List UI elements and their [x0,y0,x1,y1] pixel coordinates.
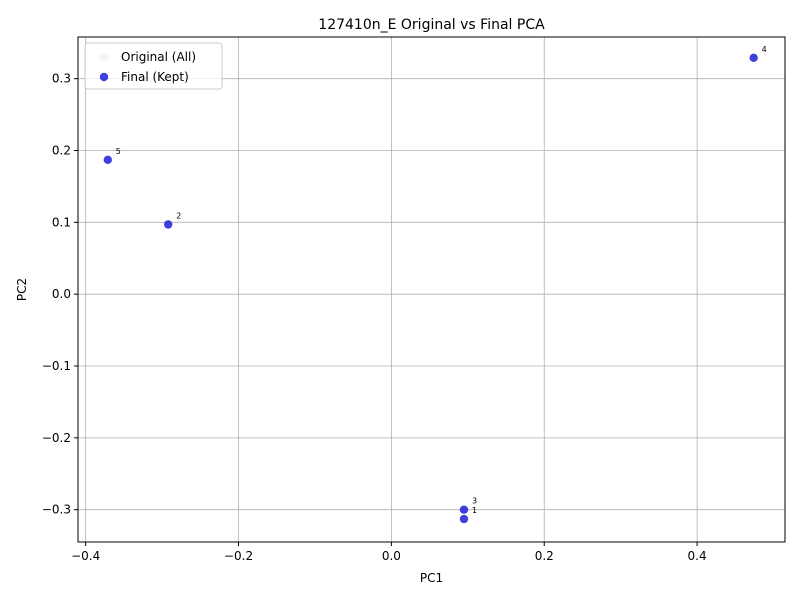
data-point [103,155,113,165]
data-point-label: 1 [472,506,477,515]
y-tick-label: −0.3 [42,503,71,517]
y-tick-label: 0.3 [52,72,71,86]
data-point-label: 4 [762,45,767,54]
y-tick-label: 0.1 [52,215,71,229]
x-tick-label: 0.2 [535,549,554,563]
legend-marker [99,52,109,62]
x-tick-label: 0.0 [382,549,401,563]
legend: Original (All) Final (Kept) [84,42,223,90]
legend-box [84,42,223,90]
grid-lines [78,37,785,542]
y-tick-label: 0.0 [52,287,71,301]
chart-title: 127410n_E Original vs Final PCA [318,17,545,33]
y-tick-label: −0.2 [42,431,71,445]
data-point [163,220,173,229]
x-tick-label: −0.4 [71,549,100,563]
data-points [103,53,758,524]
x-tick-label: 0.4 [688,549,707,563]
y-tick-label: 0.2 [52,143,71,157]
data-point-label: 3 [472,497,477,506]
data-point [459,514,469,524]
data-point-label: 5 [116,147,121,156]
axis-ticks: −0.4 −0.2 0.0 0.2 0.4 −0.3 −0.2 −0.1 0.0 0.1 0.2 0.… [42,72,707,563]
plot-frame [77,36,786,543]
legend-entry-label: Original (All) [121,50,196,64]
legend-marker [99,72,109,82]
x-axis-label: PC1 [420,571,443,585]
legend-entry-label: Final (Kept) [121,70,189,84]
data-point-label: 2 [176,211,181,220]
y-axis-label: PC2 [15,278,29,301]
point-labels: 1 2 3 4 5 [116,45,767,515]
data-point [749,53,758,63]
x-tick-label: −0.2 [224,549,253,563]
data-point [459,505,469,514]
y-tick-label: −0.1 [42,359,71,373]
